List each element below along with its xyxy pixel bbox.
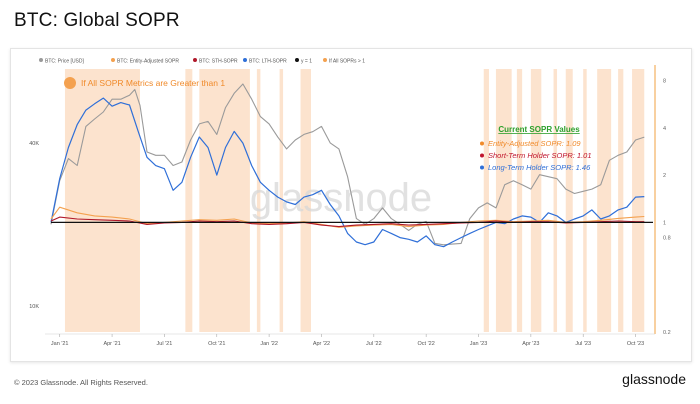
y-right-tick-label: 1: [663, 220, 666, 226]
highlight-span: [530, 69, 542, 332]
y-left-tick-label: 10K: [29, 304, 39, 310]
x-tick-label: Jul '23: [575, 341, 591, 347]
legend-item[interactable]: BTC: STH-SOPR: [199, 59, 238, 65]
watermark: glassnode: [250, 176, 432, 220]
x-tick-label: Oct '22: [418, 341, 435, 347]
legend-item[interactable]: BTC: Entity-Adjusted SOPR: [117, 59, 179, 65]
y-right-tick-label: 2: [663, 173, 666, 179]
y-right-tick-label: 4: [663, 126, 666, 132]
legend: BTC: Price [USD] BTC: Entity-Adjusted SOP…: [39, 58, 365, 65]
highlight-span: [553, 69, 558, 332]
current-value-row: Short-Term Holder SOPR: 1.01: [488, 151, 592, 160]
highlight-span: [483, 69, 489, 332]
legend-item[interactable]: BTC: LTH-SOPR: [249, 59, 287, 65]
chart-svg: BTC: Price [USD] BTC: Entity-Adjusted SOP…: [29, 58, 671, 347]
x-tick-label: Oct '21: [208, 341, 225, 347]
highlight-span: [185, 69, 193, 332]
lth-sopr-line: [50, 97, 645, 248]
highlight-span: [300, 69, 311, 332]
highlight-span: [565, 69, 573, 332]
legend-swatch: [193, 58, 197, 62]
highlight-span: [279, 69, 284, 332]
legend-item[interactable]: If All SOPRs > 1: [329, 59, 365, 65]
legend-swatch: [323, 58, 327, 62]
highlight-span: [64, 69, 140, 332]
current-values-list: Entity-Adjusted SOPR: 1.09 Short-Term Hol…: [480, 139, 592, 172]
highlight-span: [632, 69, 645, 332]
legend-swatch: [39, 58, 43, 62]
current-value-row: Entity-Adjusted SOPR: 1.09: [488, 139, 581, 148]
x-tick-label: Jan '22: [260, 341, 278, 347]
x-tick-label: Jul '21: [157, 341, 173, 347]
highlight-span: [583, 69, 587, 332]
x-tick-label: Apr '21: [103, 341, 120, 347]
current-value-bullet: [480, 153, 484, 158]
x-tick-label: Apr '23: [522, 341, 539, 347]
highlight-span: [256, 69, 261, 332]
legend-item[interactable]: BTC: Price [USD]: [45, 59, 85, 65]
series-lines: [50, 83, 653, 248]
copyright-text: © 2023 Glassnode. All Rights Reserved.: [14, 378, 148, 387]
highlight-spans: [64, 69, 645, 332]
price-line: [50, 83, 645, 246]
x-tick-label: Apr '22: [313, 341, 330, 347]
brand-logo: glassnode: [622, 371, 686, 387]
highlight-span: [516, 69, 523, 332]
highlight-span: [597, 69, 612, 332]
highlight-span: [618, 69, 624, 332]
legend-swatch: [111, 58, 115, 62]
current-values-title: Current SOPR Values: [498, 125, 580, 134]
y-right-tick-label: 8: [663, 79, 666, 85]
highlight-span: [495, 69, 512, 332]
current-value-bullet: [480, 165, 484, 170]
chart-panel: BTC: Price [USD] BTC: Entity-Adjusted SOP…: [10, 48, 692, 362]
highlight-span: [199, 69, 250, 332]
x-tick-label: Jan '23: [470, 341, 488, 347]
x-tick-label: Jul '22: [366, 341, 382, 347]
highlight-legend-label: If All SOPR Metrics are Greater than 1: [81, 78, 225, 88]
y-left-tick-label: 40K: [29, 141, 39, 147]
legend-swatch: [243, 58, 247, 62]
annotations: If All SOPR Metrics are Greater than 1 C…: [64, 77, 592, 172]
highlight-legend-dot: [64, 77, 76, 89]
y-right-tick-label: 0.8: [663, 236, 671, 242]
y-right-tick-label: 0.2: [663, 330, 671, 336]
current-value-row: Long-Term Holder SOPR: 1.46: [488, 163, 591, 172]
legend-item[interactable]: y = 1: [301, 59, 312, 65]
legend-swatch: [295, 58, 299, 62]
page-title: BTC: Global SOPR: [14, 10, 180, 31]
current-value-bullet: [480, 141, 484, 146]
axes: Jan '21 Apr '21 Jul '21 Oct '21 Jan '22 Apr '…: [29, 65, 671, 347]
x-tick-label: Jan '21: [51, 341, 69, 347]
x-tick-label: Oct '23: [627, 341, 644, 347]
